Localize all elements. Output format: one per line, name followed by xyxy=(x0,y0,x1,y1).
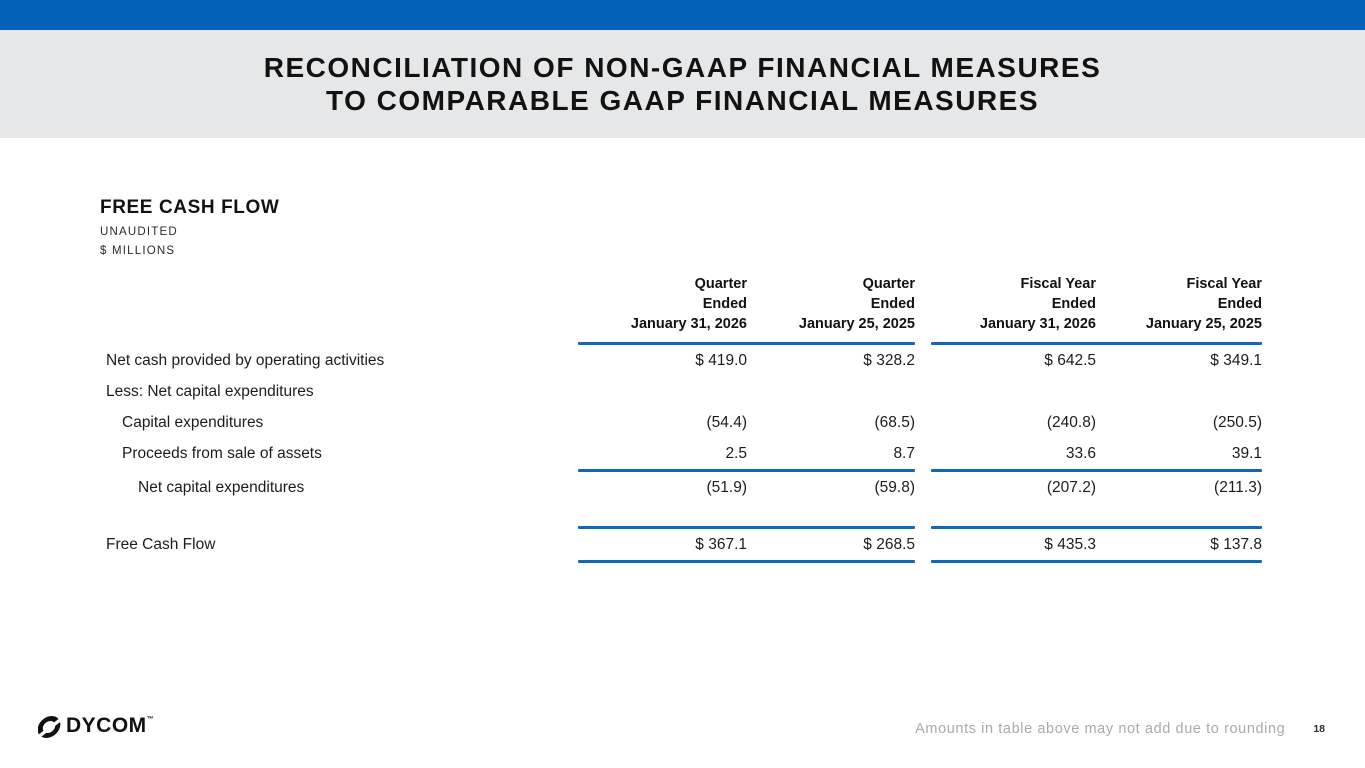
subtotal-divider-fiscal-group xyxy=(931,469,1262,472)
total-top-divider-quarter-group xyxy=(578,526,915,529)
column-header-text: Ended xyxy=(1051,296,1096,312)
column-header-q1-2026: Quarter Ended January 31, 2026 xyxy=(578,274,747,334)
row-value: (240.8) xyxy=(1046,413,1096,431)
row-value: (207.2) xyxy=(1046,478,1096,496)
row-value: $ 328.2 xyxy=(863,351,915,369)
rounding-footnote: Amounts in table above may not add due t… xyxy=(915,721,1286,737)
top-accent-bar xyxy=(0,0,1365,30)
header-divider-quarter-group xyxy=(578,342,915,345)
header-divider-row xyxy=(100,342,1263,345)
section-heading: FREE CASH FLOW xyxy=(100,197,280,218)
row-value: $ 268.5 xyxy=(863,535,915,553)
table-row: Net capital expenditures (51.9) (59.8) (… xyxy=(100,472,1263,503)
row-value: (59.8) xyxy=(874,478,916,496)
row-value: (211.3) xyxy=(1214,478,1262,496)
page-number: 18 xyxy=(1313,723,1325,735)
column-header-text: Ended xyxy=(1217,296,1262,312)
column-header-text: Quarter xyxy=(862,276,915,292)
slide-footer: DYCOM ™ Amounts in table above may not a… xyxy=(0,714,1365,744)
table-row: Less: Net capital expenditures xyxy=(100,376,1263,407)
column-header-fy-2026: Fiscal Year Ended January 31, 2026 xyxy=(931,274,1096,334)
row-value: $ 367.1 xyxy=(695,535,747,553)
page-title-line-2: TO COMPARABLE GAAP FINANCIAL MEASURES xyxy=(325,85,1040,116)
column-header-text: January 31, 2026 xyxy=(630,316,747,332)
row-value: (51.9) xyxy=(706,478,748,496)
dycom-logo-text: DYCOM xyxy=(66,714,147,737)
dycom-logo-icon xyxy=(37,715,64,744)
column-header-text: Ended xyxy=(870,296,915,312)
total-top-divider-row xyxy=(100,526,1263,529)
column-header-text: January 25, 2025 xyxy=(1145,316,1262,332)
page-title-line-1: RECONCILIATION OF NON-GAAP FINANCIAL MEA… xyxy=(263,52,1102,83)
row-value: (68.5) xyxy=(874,413,916,431)
slide-header-band: RECONCILIATION OF NON-GAAP FINANCIAL MEA… xyxy=(0,30,1365,138)
free-cash-flow-table: Quarter Ended January 31, 2026 Quarter E… xyxy=(100,274,1263,563)
column-header-text: Fiscal Year xyxy=(1020,276,1096,292)
row-value: (54.4) xyxy=(706,413,748,431)
table-row: Net cash provided by operating activitie… xyxy=(100,345,1263,376)
row-value: $ 349.1 xyxy=(1210,351,1262,369)
trademark-symbol: ™ xyxy=(146,716,154,723)
row-value: (250.5) xyxy=(1212,413,1262,431)
table-row: Capital expenditures (54.4) (68.5) (240.… xyxy=(100,407,1263,438)
table-row-free-cash-flow: Free Cash Flow $ 367.1 $ 268.5 $ 435.3 $… xyxy=(100,529,1263,560)
column-header-text: Quarter xyxy=(694,276,747,292)
total-bottom-divider-fiscal-group xyxy=(931,560,1262,563)
dycom-logo: DYCOM ™ xyxy=(37,714,154,744)
header-divider-fiscal-group xyxy=(931,342,1262,345)
column-header-text: January 25, 2025 xyxy=(798,316,915,332)
row-label: Capital expenditures xyxy=(122,413,264,431)
subtotal-divider-quarter-group xyxy=(578,469,915,472)
unaudited-label: UNAUDITED xyxy=(100,226,178,238)
row-value: $ 137.8 xyxy=(1210,535,1262,553)
subtotal-divider-row xyxy=(100,469,1263,472)
row-value: $ 435.3 xyxy=(1044,535,1096,553)
table-header-row: Quarter Ended January 31, 2026 Quarter E… xyxy=(100,274,1263,334)
column-header-text: January 31, 2026 xyxy=(979,316,1096,332)
row-value: $ 419.0 xyxy=(695,351,747,369)
row-value: 2.5 xyxy=(725,444,747,462)
row-value: 8.7 xyxy=(893,444,915,462)
total-bottom-divider-row xyxy=(100,560,1263,563)
table-row: Proceeds from sale of assets 2.5 8.7 33.… xyxy=(100,438,1263,469)
total-top-divider-fiscal-group xyxy=(931,526,1262,529)
column-header-text: Fiscal Year xyxy=(1186,276,1262,292)
row-label: Net capital expenditures xyxy=(138,478,305,496)
row-label: Proceeds from sale of assets xyxy=(122,444,322,462)
row-value: 33.6 xyxy=(1065,444,1096,462)
row-value: $ 642.5 xyxy=(1044,351,1096,369)
row-value: 39.1 xyxy=(1231,444,1262,462)
row-label: Less: Net capital expenditures xyxy=(106,382,314,400)
millions-label: $ MILLIONS xyxy=(100,245,176,257)
column-header-q1-2025: Quarter Ended January 25, 2025 xyxy=(747,274,915,334)
column-header-text: Ended xyxy=(702,296,747,312)
row-label: Net cash provided by operating activitie… xyxy=(106,351,385,369)
row-label: Free Cash Flow xyxy=(106,535,216,553)
table-intro: FREE CASH FLOW UNAUDITED $ MILLIONS xyxy=(100,197,279,257)
column-header-fy-2025: Fiscal Year Ended January 25, 2025 xyxy=(1096,274,1262,334)
total-bottom-divider-quarter-group xyxy=(578,560,915,563)
